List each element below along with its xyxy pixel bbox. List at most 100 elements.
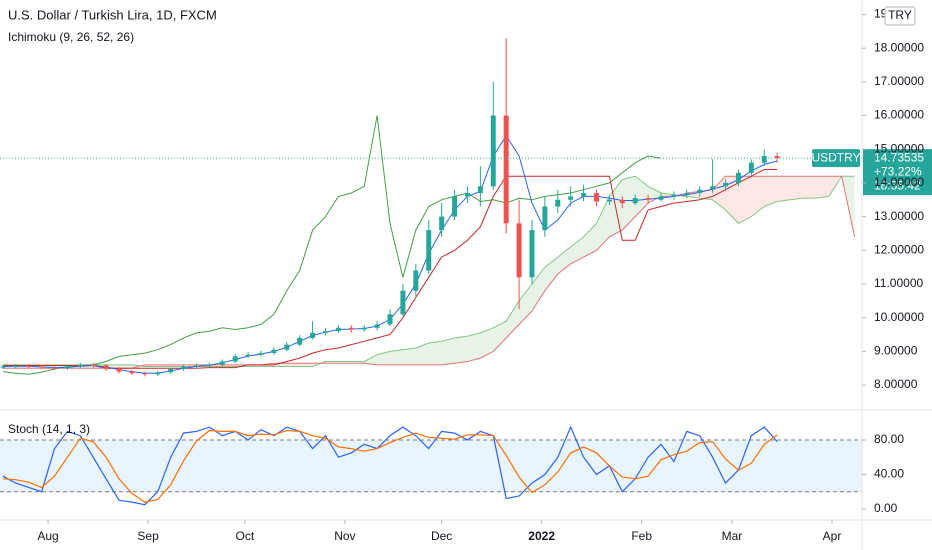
y-tick-label: 8.00000: [874, 377, 918, 391]
cloud-fill: [506, 300, 520, 338]
candle-body: [477, 186, 483, 194]
y-tick-label: 0.00: [874, 501, 898, 515]
candle-body: [723, 182, 729, 187]
cloud-fill: [738, 176, 752, 224]
price-tag: [863, 149, 932, 196]
candle-body: [335, 327, 341, 332]
y-tick-label: 40.00: [874, 467, 904, 481]
cloud-fill: [493, 321, 507, 352]
cloud-fill: [119, 364, 132, 369]
candle-body: [555, 199, 561, 207]
cloud-fill: [802, 176, 816, 199]
y-tick-label: 14.00000: [874, 175, 924, 189]
indicator-label: Ichimoku (9, 26, 52, 26): [8, 30, 134, 44]
candle-body: [400, 290, 406, 315]
candle-body: [323, 331, 329, 333]
candle-body: [697, 189, 703, 194]
x-tick-label: Aug: [37, 529, 58, 543]
cloud-fill: [751, 176, 765, 217]
candle-body: [710, 186, 716, 190]
y-tick-label: 17.00000: [874, 74, 924, 88]
candle-body: [542, 206, 548, 231]
cloud-fill: [596, 196, 610, 251]
candle-body: [464, 193, 470, 197]
candle-body: [426, 230, 432, 271]
cloud-fill: [377, 351, 391, 365]
cloud-fill: [815, 176, 829, 199]
candle-body: [193, 365, 199, 367]
candle-body: [361, 327, 367, 330]
candle-body: [77, 364, 83, 367]
cloud-fill: [454, 336, 468, 364]
candle-body: [13, 365, 19, 367]
price-tag-countdown: 18:35:42: [874, 178, 921, 192]
symbol-tag-label: USDTRY: [811, 150, 860, 164]
indicator-line: [2, 115, 662, 375]
currency-box[interactable]: [884, 6, 916, 26]
price-tag-value: 14.73535: [874, 150, 924, 164]
candle-body: [632, 198, 638, 204]
cloud-fill: [531, 267, 545, 311]
x-tick-label: Apr: [823, 529, 842, 543]
cloud-fill: [583, 223, 597, 258]
candle-body: [116, 368, 122, 372]
candle-body: [39, 366, 45, 368]
candle-body: [64, 366, 70, 369]
candle-body: [748, 162, 754, 173]
candle-body: [568, 196, 574, 200]
cloud-fill: [402, 348, 416, 365]
x-tick-label: Dec: [431, 529, 452, 543]
candle-body: [735, 172, 741, 183]
cloud-fill: [519, 284, 532, 325]
price-tag-change: +73.22%: [874, 164, 922, 178]
currency-label[interactable]: TRY: [888, 8, 912, 22]
cloud-fill: [544, 257, 558, 291]
candle-body: [684, 193, 690, 195]
candle-body: [619, 199, 625, 204]
candle-body: [258, 353, 264, 355]
span-a-line: [2, 175, 855, 367]
candle-body: [0, 366, 6, 368]
candle-body: [774, 155, 780, 159]
cloud-fill: [790, 176, 803, 200]
symbol-tag: [812, 149, 860, 168]
cloud-fill: [467, 332, 481, 362]
y-tick-label: 9.00000: [874, 344, 918, 358]
candle-body: [26, 365, 32, 367]
cloud-fill: [480, 327, 494, 359]
candle-body: [297, 337, 303, 345]
cloud-fill: [441, 337, 455, 365]
stoch-line: [2, 425, 778, 506]
x-tick-label: Mar: [722, 529, 743, 543]
cloud-fill: [415, 342, 429, 365]
stoch-line: [2, 429, 778, 503]
candle-body: [761, 155, 767, 163]
y-tick-label: 80.00: [874, 432, 904, 446]
candle-body: [219, 361, 225, 365]
y-tick-label: 19: [874, 7, 888, 21]
candle-body: [284, 344, 290, 350]
indicator-line: [2, 169, 778, 369]
candle-body: [310, 332, 316, 338]
candle-body: [516, 223, 522, 278]
candle-body: [348, 327, 354, 330]
candle-body: [490, 115, 496, 187]
candle-body: [52, 367, 58, 369]
cloud-fill: [557, 246, 571, 274]
candle-body: [206, 364, 212, 366]
cloud-fill: [764, 176, 778, 207]
cloud-fill: [286, 363, 300, 367]
candle-body: [90, 364, 96, 366]
candle-body: [606, 199, 612, 202]
candle-body: [245, 354, 251, 357]
x-tick-label: Feb: [631, 529, 652, 543]
candle-body: [593, 193, 599, 202]
candle-body: [168, 368, 174, 373]
candle-body: [658, 196, 664, 200]
y-tick-label: 10.00000: [874, 310, 924, 324]
candle-body: [439, 216, 445, 231]
candle-body: [529, 230, 535, 278]
chart-title: U.S. Dollar / Turkish Lira, 1D, FXCM: [8, 7, 217, 22]
candle-body: [232, 356, 238, 362]
